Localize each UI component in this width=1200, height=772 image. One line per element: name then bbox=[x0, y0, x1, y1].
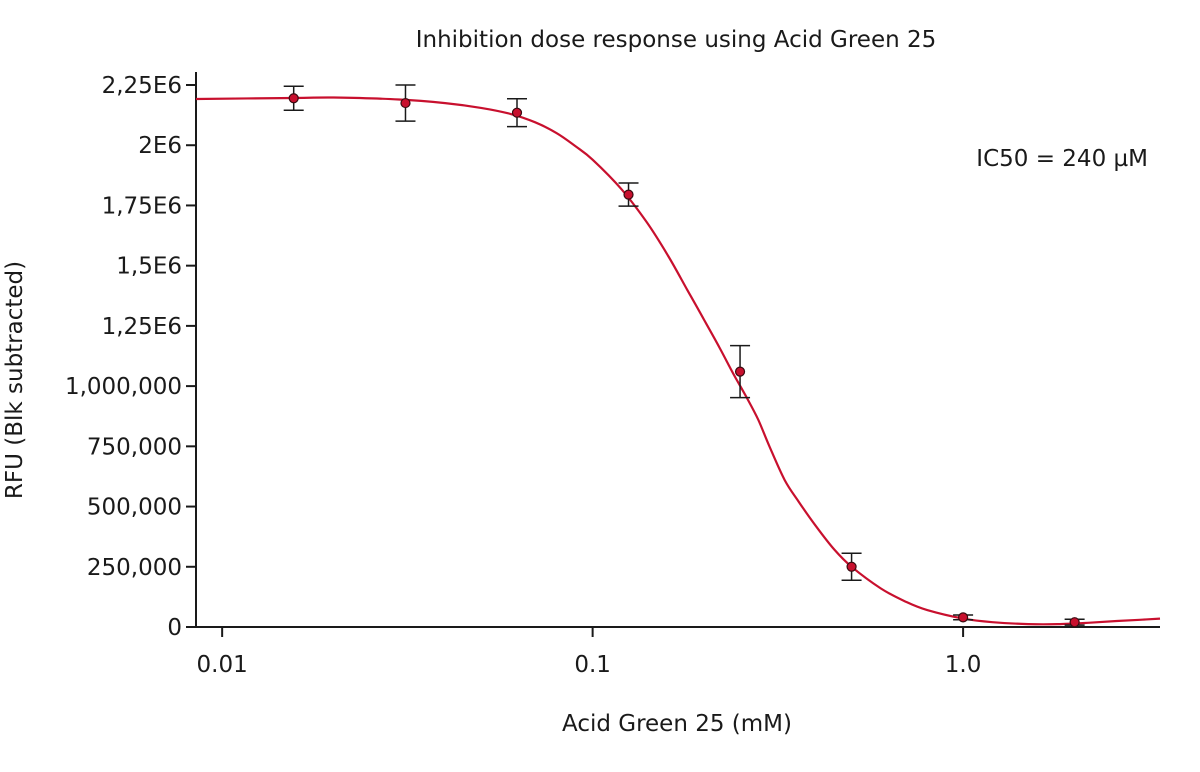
y-axis-ticks: 0 250,000 500,000 750,000 1,000,000 1,25E6 1,5… bbox=[65, 73, 196, 641]
chart-title: Inhibition dose response using Acid Gree… bbox=[416, 27, 937, 53]
y-tick-label: 2,25E6 bbox=[102, 73, 182, 99]
y-tick-label: 250,000 bbox=[87, 555, 182, 581]
data-point bbox=[507, 97, 528, 128]
x-axis-title: Acid Green 25 (mM) bbox=[562, 711, 792, 737]
y-tick-label: 1,5E6 bbox=[116, 254, 182, 280]
data-point bbox=[1064, 617, 1085, 628]
data-marker bbox=[957, 612, 969, 623]
data-point bbox=[730, 344, 751, 399]
y-axis-title: RFU (Blk subtracted) bbox=[2, 261, 28, 499]
y-tick-label: 1,000,000 bbox=[65, 374, 182, 400]
x-tick-label: 1.0 bbox=[945, 652, 982, 678]
x-tick-label: 0.1 bbox=[574, 652, 611, 678]
y-tick-label: 2E6 bbox=[138, 133, 182, 159]
data-point bbox=[283, 85, 304, 112]
data-marker bbox=[400, 97, 411, 109]
data-point bbox=[618, 182, 639, 207]
data-marker bbox=[288, 93, 299, 104]
fit-curve bbox=[195, 96, 1161, 626]
x-tick-label: 0.01 bbox=[197, 652, 248, 678]
data-marker bbox=[623, 189, 634, 200]
data-point bbox=[953, 612, 974, 623]
y-tick-label: 1,75E6 bbox=[102, 193, 182, 219]
data-point bbox=[841, 552, 862, 582]
x-axis-ticks: 0.01 0.1 1.0 bbox=[197, 627, 982, 678]
data-marker bbox=[511, 107, 523, 118]
data-marker bbox=[734, 366, 746, 377]
fit-curve-layer bbox=[195, 96, 1161, 626]
y-tick-label: 500,000 bbox=[87, 495, 182, 521]
data-marker bbox=[846, 561, 857, 572]
y-tick-label: 750,000 bbox=[87, 434, 182, 460]
y-tick-label: 1,25E6 bbox=[102, 314, 182, 340]
data-point bbox=[395, 84, 416, 122]
y-tick-label: 0 bbox=[167, 615, 182, 641]
data-marker bbox=[1069, 617, 1080, 628]
ic50-annotation: IC50 = 240 µM bbox=[976, 146, 1148, 172]
data-points-layer bbox=[283, 84, 1085, 628]
chart-axes bbox=[195, 72, 1160, 628]
